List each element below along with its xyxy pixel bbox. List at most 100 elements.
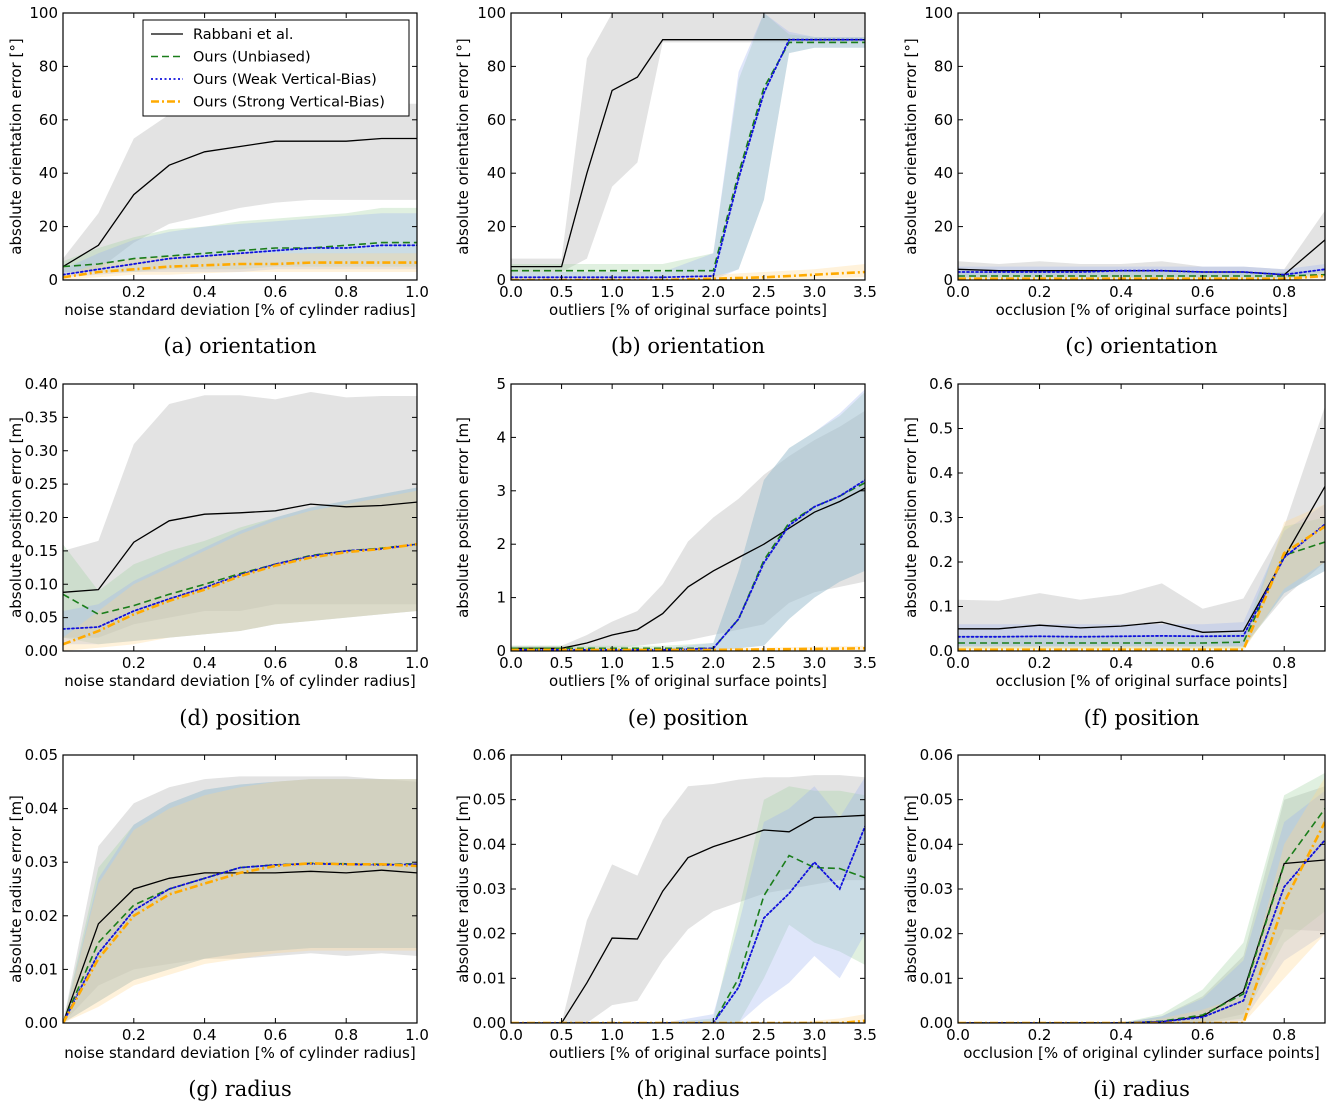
y-tick-label: 0.15 bbox=[25, 542, 58, 560]
y-tick-label: 0.25 bbox=[25, 475, 58, 493]
y-tick-label: 0 bbox=[943, 271, 953, 289]
series-line-3 bbox=[958, 268, 1325, 276]
y-tick-label: 0 bbox=[496, 642, 506, 660]
y-tick-label: 60 bbox=[39, 111, 58, 129]
x-tick-label: 0.6 bbox=[1191, 283, 1215, 301]
y-tick-label: 40 bbox=[39, 164, 58, 182]
x-tick-label: 0.8 bbox=[334, 654, 358, 672]
band-4 bbox=[511, 1014, 865, 1023]
band-2 bbox=[958, 517, 1325, 649]
x-tick-label: 1.0 bbox=[405, 1026, 429, 1044]
plot-area bbox=[958, 406, 1325, 651]
band-4 bbox=[958, 777, 1325, 1023]
series-line-4 bbox=[63, 542, 417, 646]
x-tick-label: 0.0 bbox=[946, 283, 970, 301]
panel-caption: (a) orientation bbox=[163, 334, 316, 358]
x-axis-label: noise standard deviation [% of cylinder … bbox=[64, 672, 415, 690]
axes-frame bbox=[62, 754, 418, 1024]
band-1 bbox=[63, 103, 417, 275]
y-tick-label: 0.04 bbox=[473, 835, 506, 853]
band-1 bbox=[958, 786, 1325, 1023]
x-tick-label: 0.4 bbox=[1109, 1026, 1133, 1044]
x-tick-label: 0.5 bbox=[550, 1026, 574, 1044]
series-line-4 bbox=[63, 861, 417, 1023]
chart-panel-5: 0.0 0.5 1.0 1.5 2.0 2.5 3.0 3.5 0 1 2 3 4 5 outliers [… bbox=[454, 375, 877, 730]
x-tick-label: 0.8 bbox=[1272, 283, 1296, 301]
band-4 bbox=[511, 645, 865, 651]
y-tick-label: 80 bbox=[39, 57, 58, 75]
y-tick-label: 0.02 bbox=[25, 907, 58, 925]
band-3 bbox=[63, 779, 417, 1023]
x-tick-label: 0.4 bbox=[193, 283, 217, 301]
x-tick-label: 0.0 bbox=[499, 1026, 523, 1044]
plot-area bbox=[63, 776, 417, 1023]
x-tick-label: 2.5 bbox=[752, 654, 776, 672]
series-line-2 bbox=[511, 41, 865, 272]
x-tick-label: 1.5 bbox=[651, 283, 675, 301]
y-tick-label: 0.05 bbox=[920, 791, 953, 809]
y-tick-label: 0.04 bbox=[25, 800, 58, 818]
y-tick-label: 0 bbox=[48, 271, 58, 289]
x-axis-label: occlusion [% of original cylinder surfac… bbox=[963, 1044, 1320, 1062]
y-tick-label: 0.0 bbox=[929, 642, 953, 660]
x-tick-label: 0.2 bbox=[122, 654, 146, 672]
series-line-1 bbox=[63, 501, 417, 593]
x-tick-label: 1.0 bbox=[600, 283, 624, 301]
y-tick-label: 2 bbox=[496, 535, 506, 553]
plot-area bbox=[958, 210, 1325, 280]
series-line-3 bbox=[958, 839, 1325, 1023]
y-tick-label: 100 bbox=[477, 4, 506, 22]
x-tick-label: 0.2 bbox=[1028, 283, 1052, 301]
x-tick-label: 2.0 bbox=[701, 283, 725, 301]
band-1 bbox=[511, 410, 865, 651]
axes-frame bbox=[957, 12, 1326, 281]
y-tick-label: 0 bbox=[496, 271, 506, 289]
x-tick-label: 0.8 bbox=[334, 283, 358, 301]
x-axis-label: outliers [% of original surface points] bbox=[549, 672, 827, 690]
x-tick-label: 0.0 bbox=[946, 654, 970, 672]
y-tick-label: 0.00 bbox=[920, 1014, 953, 1032]
x-tick-label: 3.5 bbox=[853, 1026, 877, 1044]
chart-panel-3: 0.0 0.2 0.4 0.6 0.8 0 20 40 60 80 100 occlusion [% … bbox=[902, 4, 1326, 358]
plot-area bbox=[958, 772, 1325, 1023]
legend: Rabbani et al. Ours (Unbiased) Ours (Weak … bbox=[142, 19, 410, 117]
legend-label-2: Ours (Unbiased) bbox=[193, 50, 311, 66]
panel-caption: (h) radius bbox=[636, 1077, 740, 1101]
plot-area bbox=[511, 389, 865, 651]
y-tick-label: 0.00 bbox=[25, 642, 58, 660]
y-tick-label: 0.04 bbox=[920, 835, 953, 853]
x-tick-label: 0.4 bbox=[193, 654, 217, 672]
series-line-3 bbox=[511, 38, 865, 279]
y-tick-label: 0.01 bbox=[25, 960, 58, 978]
chart-panel-7: 0.2 0.4 0.6 0.8 1.0 0.00 0.01 0.02 0.03 0.04 0.05 n… bbox=[7, 746, 429, 1101]
panel-caption: (i) radius bbox=[1093, 1077, 1190, 1101]
y-tick-label: 20 bbox=[487, 218, 506, 236]
x-tick-label: 0.6 bbox=[263, 654, 287, 672]
y-tick-label: 0.4 bbox=[929, 464, 953, 482]
y-tick-label: 0.05 bbox=[25, 746, 58, 764]
series-line-2 bbox=[511, 854, 865, 1023]
x-tick-label: 1.0 bbox=[600, 1026, 624, 1044]
y-tick-label: 20 bbox=[934, 218, 953, 236]
x-tick-label: 0.2 bbox=[122, 1026, 146, 1044]
series-line-2 bbox=[958, 273, 1325, 277]
y-tick-label: 100 bbox=[924, 4, 953, 22]
panel-caption: (c) orientation bbox=[1065, 334, 1217, 358]
series-line-1 bbox=[63, 137, 417, 268]
panel-caption: (b) orientation bbox=[611, 334, 765, 358]
x-tick-label: 2.0 bbox=[701, 654, 725, 672]
band-4 bbox=[511, 264, 865, 280]
y-tick-label: 0.20 bbox=[25, 509, 58, 527]
x-tick-label: 0.6 bbox=[263, 1026, 287, 1044]
band-4 bbox=[63, 779, 417, 1023]
x-tick-label: 1.0 bbox=[405, 283, 429, 301]
band-2 bbox=[958, 772, 1325, 1023]
chart-panel-4: 0.2 0.4 0.6 0.8 1.0 0.00 0.05 0.10 0.15 0.20 0.25 0… bbox=[7, 375, 429, 730]
x-tick-label: 0.0 bbox=[499, 283, 523, 301]
y-tick-label: 0.00 bbox=[25, 1014, 58, 1032]
band-2 bbox=[511, 392, 865, 651]
band-2 bbox=[63, 207, 417, 272]
x-tick-label: 0.5 bbox=[550, 283, 574, 301]
x-tick-label: 3.0 bbox=[802, 1026, 826, 1044]
legend-label-4: Ours (Strong Vertical-Bias) bbox=[193, 95, 385, 111]
